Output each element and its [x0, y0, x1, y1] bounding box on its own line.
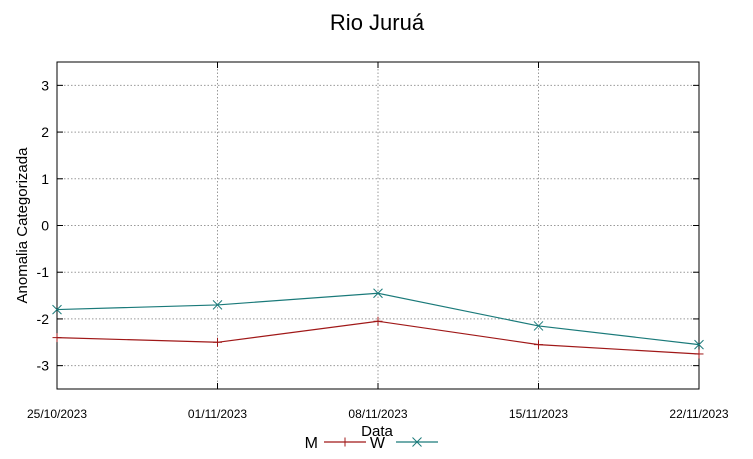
y-tick-label: 0 [41, 218, 49, 234]
y-axis: 3 2 1 0 -1 -2 -3 [37, 77, 699, 374]
data-point-m [373, 316, 383, 326]
y-tick-label: 3 [41, 77, 49, 93]
x-tick-label: 22/11/2023 [669, 407, 728, 421]
data-point-m [52, 333, 62, 343]
y-tick-label: 2 [41, 124, 49, 140]
data-point-m [213, 337, 222, 347]
legend-marker-w [412, 437, 422, 447]
y-tick-label: -2 [37, 311, 50, 327]
data-point-m [694, 349, 704, 359]
data-point-w [52, 304, 62, 315]
legend-marker-m [340, 437, 350, 447]
x-tick-label: 08/11/2023 [348, 407, 407, 421]
series-layer [52, 288, 704, 359]
y-axis-label: Anomalia Categorizada [14, 147, 31, 304]
x-tick-label: 01/11/2023 [188, 407, 247, 421]
data-point-w [373, 288, 383, 299]
x-tick-label: 15/11/2023 [509, 407, 568, 421]
data-point-w [212, 300, 223, 310]
x-axis: 25/10/2023 01/11/2023 08/11/2023 15/11/2023… [27, 62, 729, 421]
chart-title: Rio Juruá [330, 10, 425, 35]
x-axis-label: Data [361, 423, 393, 440]
legend-label-m: M [305, 435, 318, 452]
data-point-w [694, 339, 704, 350]
x-tick-label: 25/10/2023 [27, 407, 87, 421]
legend-label-w: W [370, 435, 386, 452]
data-point-m [534, 340, 543, 350]
data-point-w [533, 321, 544, 331]
y-tick-label: -3 [37, 358, 50, 374]
y-tick-label: 1 [41, 171, 49, 187]
y-tick-label: -1 [37, 264, 50, 280]
